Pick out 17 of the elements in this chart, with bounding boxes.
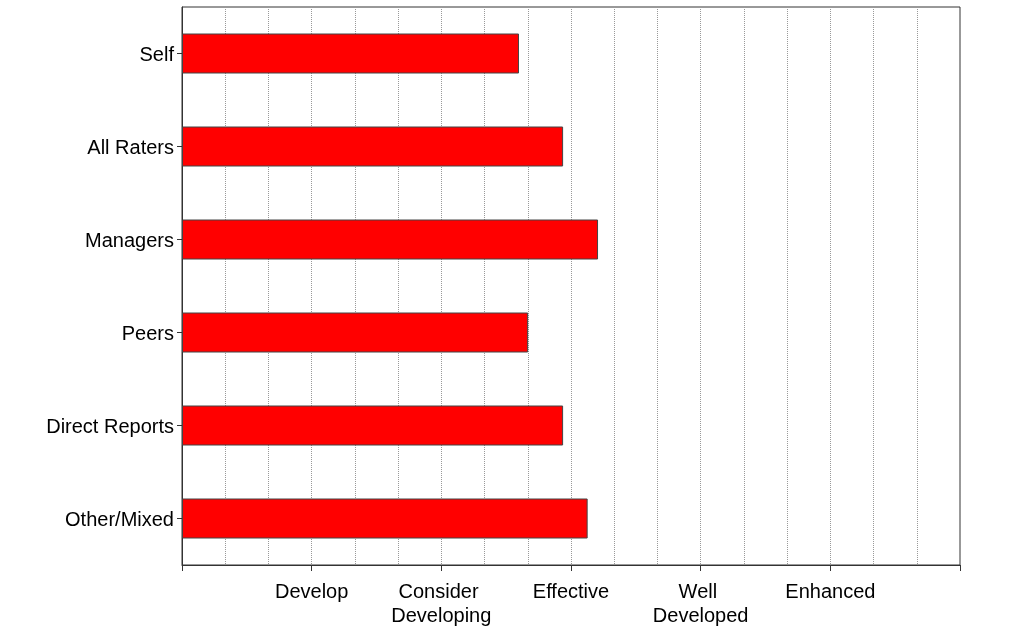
y-tick-label: Direct Reports <box>46 414 174 437</box>
bar <box>182 33 519 74</box>
bar <box>182 219 599 260</box>
y-tick-label: Other/Mixed <box>65 507 174 530</box>
y-tick-label: Managers <box>85 228 174 251</box>
text: Effective <box>532 580 610 602</box>
text: Well Developed <box>652 580 749 626</box>
bar <box>182 498 588 539</box>
y-tick-label: Self <box>139 42 175 65</box>
bar <box>182 312 529 353</box>
y-tick-label: Peers <box>121 321 174 344</box>
text: Consider Developing <box>391 580 492 626</box>
y-tick-label: All Raters <box>87 135 174 158</box>
bar <box>182 126 564 167</box>
bar <box>182 405 564 446</box>
text: Enhanced <box>785 580 876 602</box>
text: Develop <box>274 580 349 602</box>
